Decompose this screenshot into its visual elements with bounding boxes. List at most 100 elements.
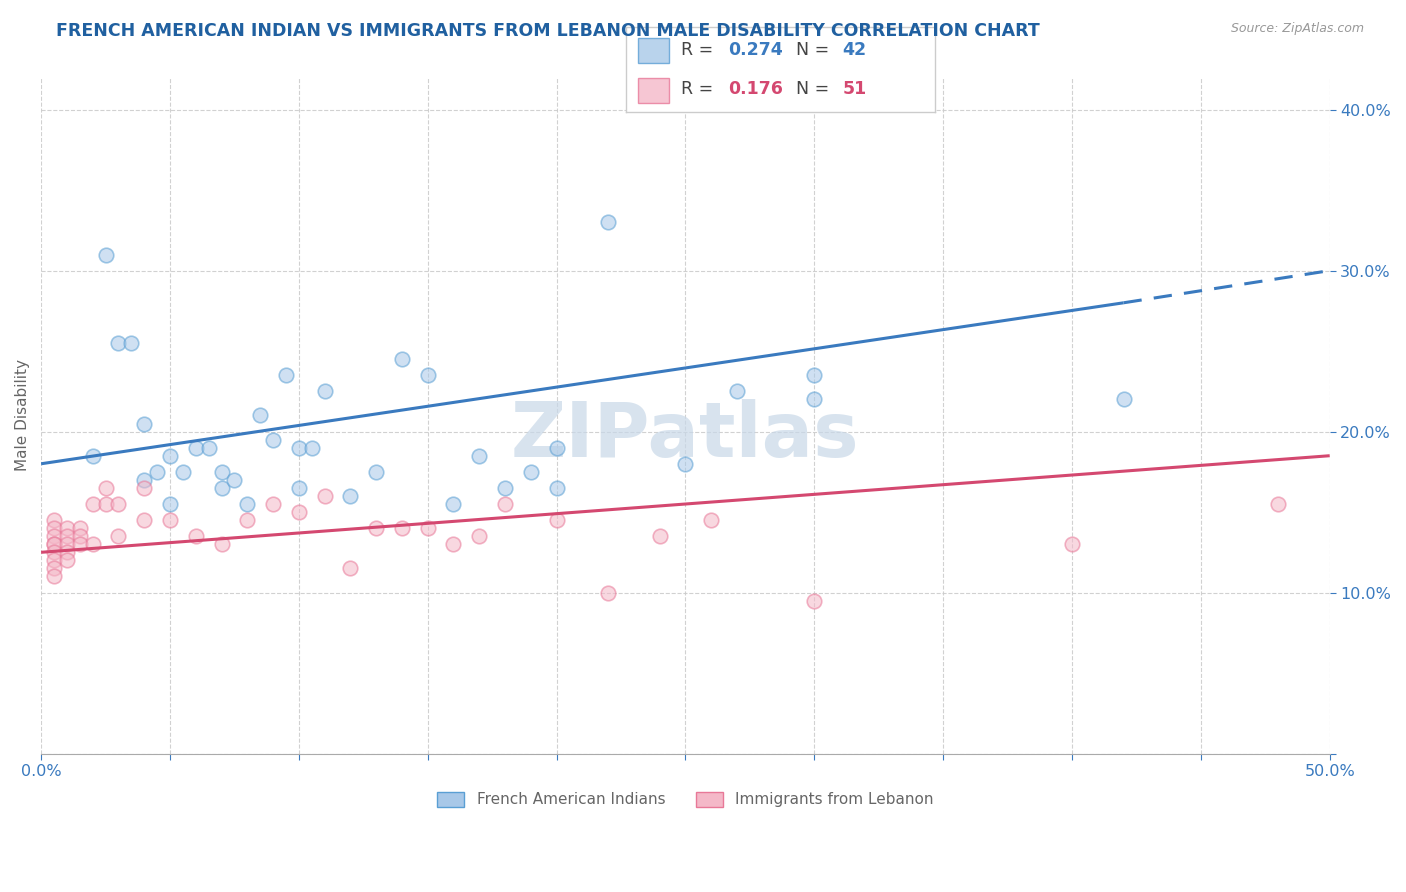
Point [596, 585, 619, 599]
FancyBboxPatch shape [638, 37, 669, 63]
Point [134, 513, 156, 527]
Point [339, 561, 361, 575]
Text: R =: R = [682, 80, 718, 98]
Point [443, 537, 465, 551]
Point [42, 529, 65, 543]
Point [69, 521, 91, 535]
Text: R =: R = [682, 41, 718, 59]
Text: FRENCH AMERICAN INDIAN VS IMMIGRANTS FROM LEBANON MALE DISABILITY CORRELATION CH: FRENCH AMERICAN INDIAN VS IMMIGRANTS FRO… [56, 22, 1040, 40]
Point [159, 449, 181, 463]
Point [56, 529, 79, 543]
Point [56, 545, 79, 559]
Point [803, 368, 825, 383]
Point [366, 465, 388, 479]
Point [1060, 537, 1083, 551]
Point [159, 513, 181, 527]
Point [236, 513, 259, 527]
Point [648, 529, 671, 543]
Point [416, 521, 439, 535]
Point [134, 473, 156, 487]
Point [211, 465, 233, 479]
Text: 42: 42 [842, 41, 866, 59]
Text: 51: 51 [842, 80, 866, 98]
Point [211, 537, 233, 551]
Y-axis label: Male Disability: Male Disability [15, 359, 30, 472]
Point [494, 481, 516, 495]
Point [803, 392, 825, 407]
Point [107, 497, 129, 511]
Point [94, 247, 117, 261]
Point [288, 481, 311, 495]
Point [262, 433, 284, 447]
Point [134, 481, 156, 495]
Point [1112, 392, 1135, 407]
Point [366, 521, 388, 535]
Point [42, 561, 65, 575]
Point [700, 513, 723, 527]
Point [184, 441, 207, 455]
Point [546, 441, 568, 455]
Point [725, 384, 748, 399]
Point [120, 336, 142, 351]
Text: N =: N = [796, 41, 835, 59]
Point [211, 481, 233, 495]
Point [314, 489, 336, 503]
Point [42, 521, 65, 535]
Point [197, 441, 219, 455]
Point [262, 497, 284, 511]
Text: N =: N = [796, 80, 835, 98]
FancyBboxPatch shape [638, 78, 669, 103]
Point [42, 537, 65, 551]
Point [134, 417, 156, 431]
Point [314, 384, 336, 399]
Point [42, 545, 65, 559]
Point [69, 529, 91, 543]
Point [673, 457, 696, 471]
Point [803, 593, 825, 607]
Point [249, 409, 271, 423]
Point [274, 368, 297, 383]
Point [94, 497, 117, 511]
Point [236, 497, 259, 511]
Point [443, 497, 465, 511]
Point [416, 368, 439, 383]
Point [468, 529, 491, 543]
Point [94, 481, 117, 495]
Point [42, 537, 65, 551]
Point [69, 537, 91, 551]
Text: ZIPatlas: ZIPatlas [512, 399, 859, 473]
Text: Source: ZipAtlas.com: Source: ZipAtlas.com [1230, 22, 1364, 36]
Point [82, 449, 104, 463]
Point [596, 215, 619, 229]
Text: 0.274: 0.274 [728, 41, 783, 59]
Point [42, 569, 65, 583]
Legend: French American Indians, Immigrants from Lebanon: French American Indians, Immigrants from… [430, 786, 941, 814]
Point [82, 497, 104, 511]
Point [42, 553, 65, 567]
Point [107, 529, 129, 543]
Point [42, 513, 65, 527]
Point [82, 537, 104, 551]
Point [56, 521, 79, 535]
Point [468, 449, 491, 463]
Point [546, 481, 568, 495]
Point [56, 537, 79, 551]
Point [391, 521, 413, 535]
Text: 0.176: 0.176 [728, 80, 783, 98]
Point [224, 473, 246, 487]
Point [56, 553, 79, 567]
Point [159, 497, 181, 511]
Point [172, 465, 194, 479]
Point [184, 529, 207, 543]
Point [339, 489, 361, 503]
Point [546, 513, 568, 527]
Point [301, 441, 323, 455]
Point [288, 505, 311, 519]
Point [494, 497, 516, 511]
Point [146, 465, 169, 479]
Point [520, 465, 543, 479]
Point [107, 336, 129, 351]
Point [1267, 497, 1289, 511]
Point [288, 441, 311, 455]
Point [391, 352, 413, 367]
